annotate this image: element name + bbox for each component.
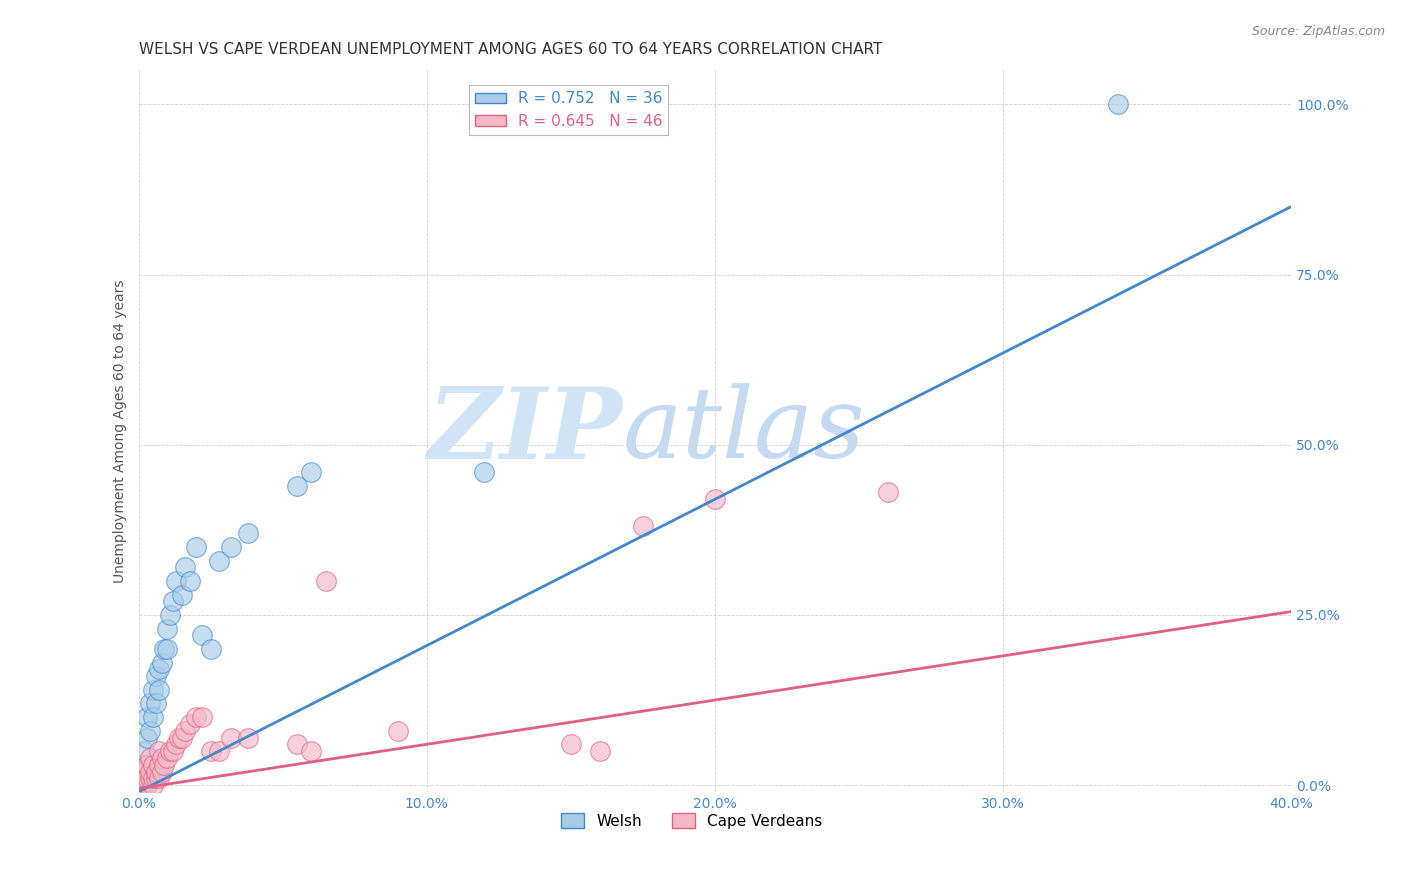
Point [156, 751, 179, 765]
Point [148, 772, 170, 786]
Point [142, 772, 165, 786]
Point [474, 465, 496, 479]
Point [285, 478, 308, 492]
Point [134, 772, 156, 786]
Point [131, 764, 153, 779]
Point [631, 519, 654, 533]
Point [134, 744, 156, 758]
Point [200, 642, 222, 657]
Point [136, 778, 159, 792]
Point [236, 731, 259, 745]
Point [156, 642, 179, 657]
Point [148, 757, 170, 772]
Point [134, 757, 156, 772]
Point [170, 731, 193, 745]
Point [159, 744, 181, 758]
Point [145, 764, 167, 779]
Point [219, 731, 242, 745]
Point [387, 723, 409, 738]
Point [142, 682, 165, 697]
Point [134, 778, 156, 792]
Point [179, 717, 201, 731]
Point [153, 642, 176, 657]
Point [301, 744, 323, 758]
Point [142, 710, 165, 724]
Point [560, 737, 582, 751]
Point [148, 682, 170, 697]
Point [139, 723, 162, 738]
Point [131, 772, 153, 786]
Text: ZIP: ZIP [427, 383, 623, 479]
Point [186, 540, 208, 554]
Point [145, 697, 167, 711]
Point [162, 594, 184, 608]
Point [150, 764, 173, 779]
Point [148, 744, 170, 758]
Point [200, 744, 222, 758]
Text: Source: ZipAtlas.com: Source: ZipAtlas.com [1251, 25, 1385, 38]
Point [301, 465, 323, 479]
Point [131, 778, 153, 792]
Point [186, 710, 208, 724]
Point [167, 731, 190, 745]
Point [134, 772, 156, 786]
Text: WELSH VS CAPE VERDEAN UNEMPLOYMENT AMONG AGES 60 TO 64 YEARS CORRELATION CHART: WELSH VS CAPE VERDEAN UNEMPLOYMENT AMONG… [139, 42, 882, 57]
Point [142, 757, 165, 772]
Point [191, 628, 214, 642]
Point [131, 764, 153, 779]
Point [136, 764, 159, 779]
Point [150, 751, 173, 765]
Point [165, 737, 187, 751]
Point [136, 757, 159, 772]
Legend: Welsh, Cape Verdeans: Welsh, Cape Verdeans [555, 806, 830, 835]
Text: atlas: atlas [623, 384, 866, 479]
Point [876, 485, 898, 500]
Point [170, 588, 193, 602]
Point [703, 492, 725, 507]
Point [148, 662, 170, 676]
Point [179, 574, 201, 588]
Y-axis label: Unemployment Among Ages 60 to 64 years: Unemployment Among Ages 60 to 64 years [114, 279, 128, 583]
Point [136, 731, 159, 745]
Point [142, 778, 165, 792]
Point [208, 553, 231, 567]
Point [208, 744, 231, 758]
Point [139, 697, 162, 711]
Point [588, 744, 610, 758]
Point [153, 757, 176, 772]
Point [136, 710, 159, 724]
Point [219, 540, 242, 554]
Point [162, 744, 184, 758]
Point [150, 656, 173, 670]
Point [145, 669, 167, 683]
Point [139, 751, 162, 765]
Point [131, 772, 153, 786]
Point [236, 526, 259, 541]
Point [173, 723, 195, 738]
Point [173, 560, 195, 574]
Point [136, 772, 159, 786]
Point [134, 764, 156, 779]
Point [1107, 97, 1129, 112]
Point [165, 574, 187, 588]
Point [139, 772, 162, 786]
Point [191, 710, 214, 724]
Point [315, 574, 337, 588]
Point [145, 772, 167, 786]
Point [156, 622, 179, 636]
Point [159, 607, 181, 622]
Point [285, 737, 308, 751]
Point [139, 764, 162, 779]
